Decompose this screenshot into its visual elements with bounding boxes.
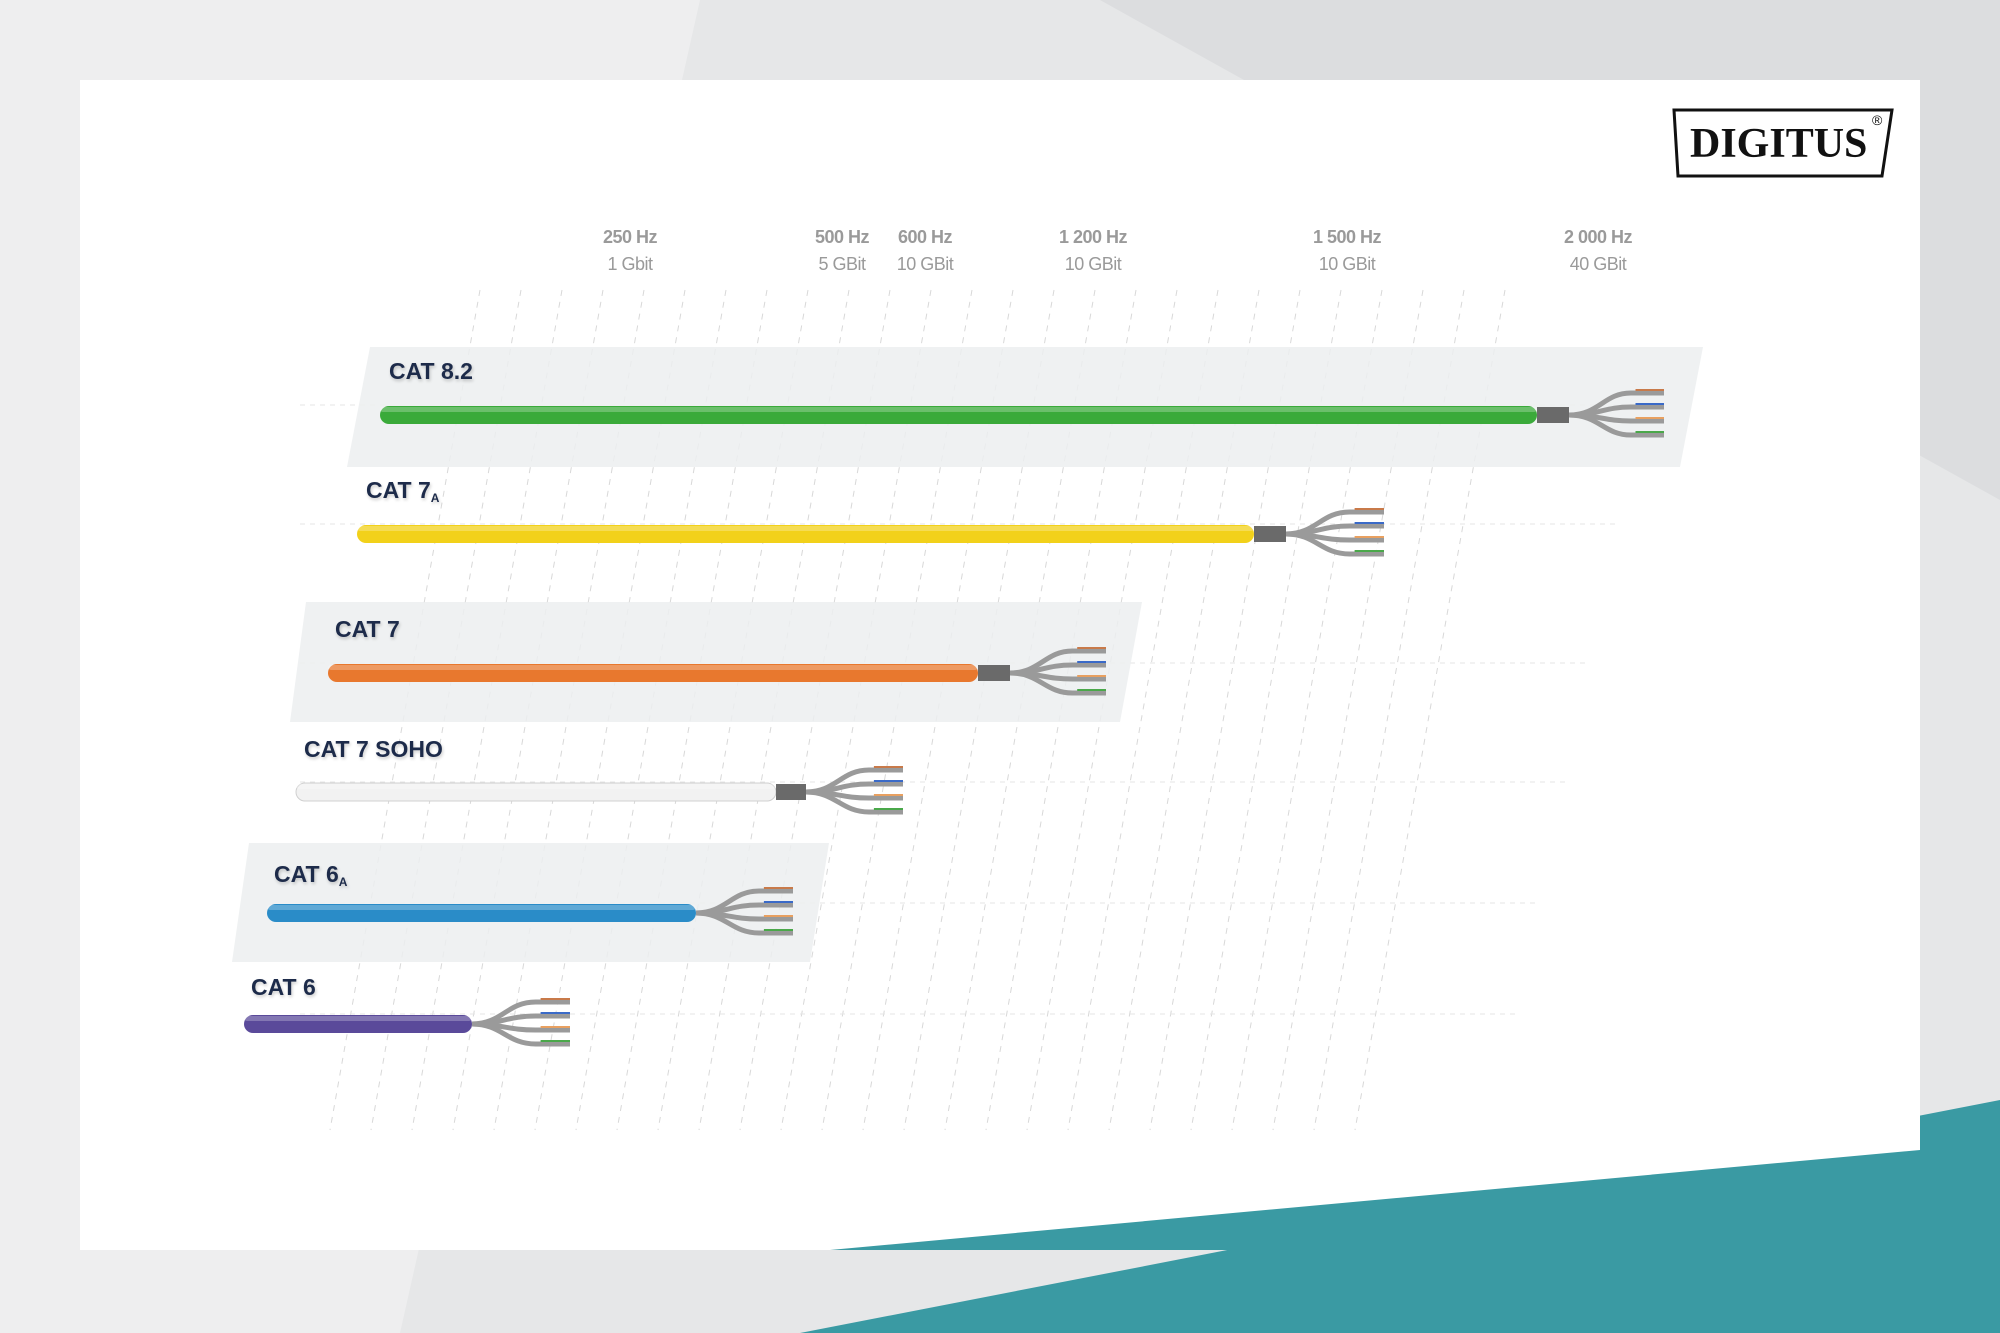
- frequency-label: 600 Hz: [897, 227, 953, 247]
- grid-line: [903, 289, 1055, 1131]
- grid-line: [1108, 289, 1260, 1131]
- cable-label: CAT 7: [335, 616, 400, 643]
- cable-highlight: [380, 407, 1537, 412]
- cable-jacket: [244, 1015, 472, 1033]
- speed-label: 10 GBit: [896, 254, 954, 274]
- grid-line: [698, 289, 850, 1131]
- grid-line: [1190, 289, 1342, 1131]
- wire-pair: [1285, 531, 1384, 557]
- cable-highlight: [296, 784, 776, 789]
- cable-subscript: A: [338, 875, 348, 889]
- cable-name: CAT 6: [274, 861, 339, 887]
- cable-5: [244, 998, 570, 1047]
- cable-label: CAT 6A: [274, 861, 347, 889]
- wire-pair: [805, 789, 903, 815]
- cable-subscript: A: [430, 491, 440, 505]
- cable-1: [357, 508, 1384, 557]
- grid-line: [657, 289, 809, 1131]
- grid-line: [1313, 289, 1465, 1131]
- grid-line: [944, 289, 1096, 1131]
- cable-shield: [1254, 526, 1286, 542]
- cable-name: CAT 7 SOHO: [304, 736, 443, 762]
- grid-line: [616, 289, 768, 1131]
- grid-line: [452, 289, 604, 1131]
- digitus-logo: [1672, 108, 1894, 178]
- registered-mark: ®: [1872, 112, 1883, 128]
- grid-line: [862, 289, 1014, 1131]
- cable-name: CAT 7: [335, 616, 400, 642]
- grid-line: [985, 289, 1137, 1131]
- cable-highlight: [244, 1016, 472, 1021]
- cable-2: [328, 647, 1106, 696]
- grid-line: [370, 289, 522, 1131]
- cable-name: CAT 6: [251, 974, 316, 1000]
- cable-label: CAT 7 SOHO: [304, 736, 443, 763]
- cable-shield: [1537, 407, 1569, 423]
- grid-line: [1231, 289, 1383, 1131]
- cable-jacket: [267, 904, 696, 922]
- cable-3: [295, 766, 903, 815]
- grid-line: [1354, 289, 1506, 1131]
- cable-label: CAT 7A: [366, 477, 439, 505]
- grid-line: [329, 289, 481, 1131]
- cable-highlight: [267, 905, 696, 910]
- grid-line: [821, 289, 973, 1131]
- cable-highlight: [357, 526, 1254, 531]
- wire-pair: [471, 1021, 570, 1047]
- grid-line: [534, 289, 686, 1131]
- cable-shield: [776, 784, 806, 800]
- cable-jacket: [357, 525, 1254, 543]
- grid-line: [1149, 289, 1301, 1131]
- speed-label: 40 GBit: [1569, 254, 1627, 274]
- wire-pair: [1568, 412, 1664, 438]
- speed-label: 1 Gbit: [607, 254, 653, 274]
- cable-shield: [978, 665, 1010, 681]
- cable-4: [267, 887, 793, 936]
- cable-jacket: [380, 406, 1537, 424]
- cable-jacket: [328, 664, 978, 682]
- grid-line: [493, 289, 645, 1131]
- cable-highlight: [328, 665, 978, 670]
- highlight-band: [290, 602, 1142, 722]
- grid-line: [1272, 289, 1424, 1131]
- frequency-label: 1 200 Hz: [1058, 227, 1128, 247]
- grid-line: [1067, 289, 1219, 1131]
- frequency-label: 2 000 Hz: [1563, 227, 1633, 247]
- grid-line: [1026, 289, 1178, 1131]
- cable-0: [380, 389, 1664, 438]
- speed-label: 5 GBit: [818, 254, 866, 274]
- grid-line: [575, 289, 727, 1131]
- highlight-band: [232, 843, 829, 962]
- cable-label: CAT 6: [251, 974, 316, 1001]
- frequency-label: 250 Hz: [602, 227, 658, 247]
- grid-line: [739, 289, 891, 1131]
- cable-name: CAT 8.2: [389, 358, 473, 384]
- cable-name: CAT 7: [366, 477, 431, 503]
- grid-line: [780, 289, 932, 1131]
- wire-pair: [1009, 670, 1106, 696]
- speed-label: 10 GBit: [1064, 254, 1122, 274]
- speed-label: 10 GBit: [1318, 254, 1376, 274]
- frequency-label: 1 500 Hz: [1312, 227, 1382, 247]
- wire-pair: [695, 910, 793, 936]
- frequency-label: 500 Hz: [814, 227, 870, 247]
- cable-label: CAT 8.2: [389, 358, 473, 385]
- grid-line: [411, 289, 563, 1131]
- logo-text: DIGITUS: [1690, 121, 1868, 167]
